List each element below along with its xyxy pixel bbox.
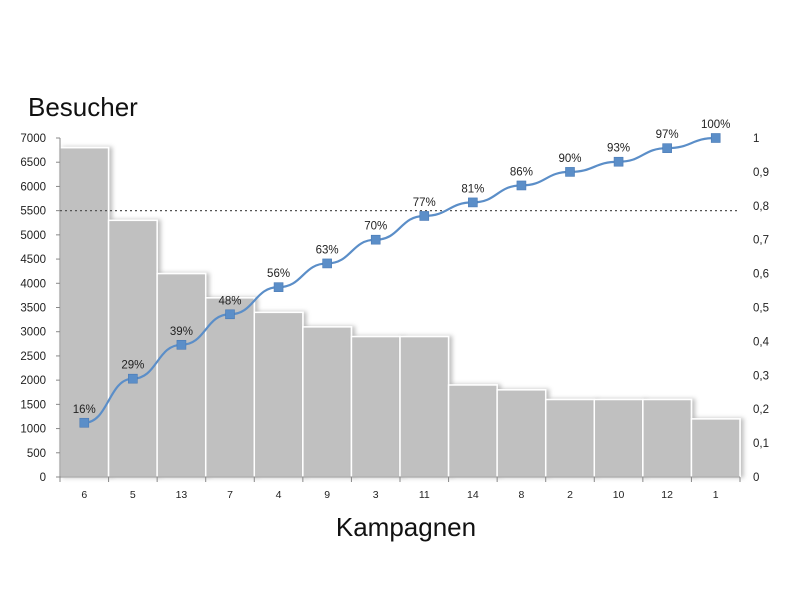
- bar-13: [156, 272, 207, 478]
- labels-layer: 16% 29% 39% 48% 56% 63% 70% 77% 81% 86% 90% 93% 97% 1…: [73, 119, 731, 416]
- left-tick-label: 7000: [20, 133, 46, 145]
- x-tick-label: 6: [81, 489, 87, 501]
- cumulative-percent-label: 29%: [121, 360, 144, 372]
- cumulative-marker-14: [468, 197, 478, 208]
- right-tick-label: 0,2: [753, 404, 769, 416]
- right-tick-label: 0,4: [753, 336, 770, 348]
- right-tick-label: 0,8: [753, 201, 769, 213]
- left-tick-label: 3000: [20, 327, 46, 339]
- cumulative-percent-label: 70%: [364, 221, 387, 233]
- cumulative-marker-3: [370, 234, 381, 245]
- left-tick-label: 2500: [20, 351, 46, 363]
- right-tick-label: 1: [753, 133, 759, 145]
- cumulative-percent-label: 90%: [558, 153, 581, 165]
- cumulative-percent-label: 63%: [316, 244, 339, 256]
- bar-4: [253, 311, 304, 478]
- bar-2: [544, 398, 596, 478]
- cumulative-marker-5: [128, 373, 138, 384]
- cumulative-marker-12: [662, 143, 672, 153]
- bar-8: [496, 389, 547, 478]
- cumulative-marker-9: [322, 258, 332, 269]
- left-tick-label: 6000: [20, 181, 46, 193]
- cumulative-percent-label: 86%: [510, 166, 533, 178]
- bar-6: [59, 146, 110, 478]
- x-tick-label: 10: [613, 489, 625, 501]
- bar-3: [350, 335, 401, 478]
- right-tick-label: 0,7: [753, 235, 769, 247]
- left-tick-label: 500: [27, 448, 46, 460]
- cumulative-percent-label: 16%: [73, 404, 96, 416]
- cumulative-percent-label: 56%: [267, 268, 290, 280]
- right-tick-label: 0: [753, 472, 759, 484]
- x-tick-label: 1: [713, 489, 719, 501]
- cumulative-percent-label: 39%: [170, 326, 193, 338]
- x-tick-label: 9: [324, 489, 330, 501]
- cumulative-percent-label: 81%: [461, 183, 484, 195]
- left-tick-label: 1500: [20, 399, 46, 411]
- cumulative-percent-label: 93%: [607, 143, 630, 155]
- right-tick-label: 0,9: [753, 167, 769, 179]
- left-tick-label: 4000: [20, 278, 46, 290]
- bar-7: [204, 297, 256, 478]
- bar-12: [642, 398, 693, 478]
- left-tick-label: 0: [40, 472, 46, 484]
- x-tick-label: 7: [227, 489, 233, 501]
- cumulative-percent-label: 100%: [701, 119, 730, 131]
- left-tick-label: 5000: [20, 230, 46, 242]
- x-axis-title: Kampagnen: [335, 512, 477, 542]
- bar-10: [593, 398, 644, 478]
- x-tick-label: 4: [276, 489, 282, 501]
- left-tick-label: 4500: [20, 254, 46, 266]
- x-tick-label: 3: [373, 489, 379, 501]
- left-tick-label: 3500: [20, 303, 46, 315]
- x-tick-label: 13: [176, 489, 188, 501]
- cumulative-marker-6: [79, 417, 90, 428]
- right-tick-label: 0,1: [753, 438, 769, 450]
- axes-layer: 0 500 1000 1500 2000 2500 3000 3500 4000 4500 5000…: [20, 133, 769, 501]
- cumulative-marker-10: [613, 156, 624, 167]
- x-tick-label: 8: [519, 489, 525, 501]
- x-tick-label: 11: [419, 489, 430, 501]
- right-tick-label: 0,6: [753, 269, 769, 281]
- cumulative-line-layer: [79, 133, 721, 428]
- x-tick-label: 2: [567, 489, 573, 501]
- bar-5: [107, 219, 158, 478]
- right-tick-label: 0,3: [753, 370, 769, 382]
- right-tick-label: 0,5: [753, 303, 769, 315]
- cumulative-percent-label: 97%: [656, 129, 679, 141]
- cumulative-marker-2: [565, 167, 575, 177]
- bar-9: [302, 326, 353, 478]
- bar-14: [447, 384, 498, 478]
- cumulative-percent-label: 77%: [413, 197, 436, 209]
- cumulative-marker-1: [710, 133, 721, 143]
- left-tick-label: 2000: [20, 375, 46, 387]
- cumulative-percent-label: 48%: [218, 295, 241, 307]
- left-tick-label: 1000: [20, 424, 46, 436]
- x-tick-label: 5: [130, 489, 136, 501]
- x-tick-label: 12: [661, 489, 673, 501]
- left-tick-label: 5500: [20, 206, 46, 218]
- x-tick-label: 14: [467, 489, 479, 501]
- bar-1: [690, 418, 741, 478]
- y-axis-title: Besucher: [28, 92, 138, 122]
- cumulative-marker-13: [176, 339, 187, 350]
- bar-11: [399, 335, 450, 478]
- cumulative-marker-4: [273, 282, 284, 292]
- cumulative-marker-11: [419, 211, 430, 221]
- left-tick-label: 6500: [20, 157, 46, 169]
- cumulative-marker-8: [516, 180, 527, 191]
- cumulative-marker-7: [225, 309, 235, 320]
- bars-layer: [59, 146, 741, 478]
